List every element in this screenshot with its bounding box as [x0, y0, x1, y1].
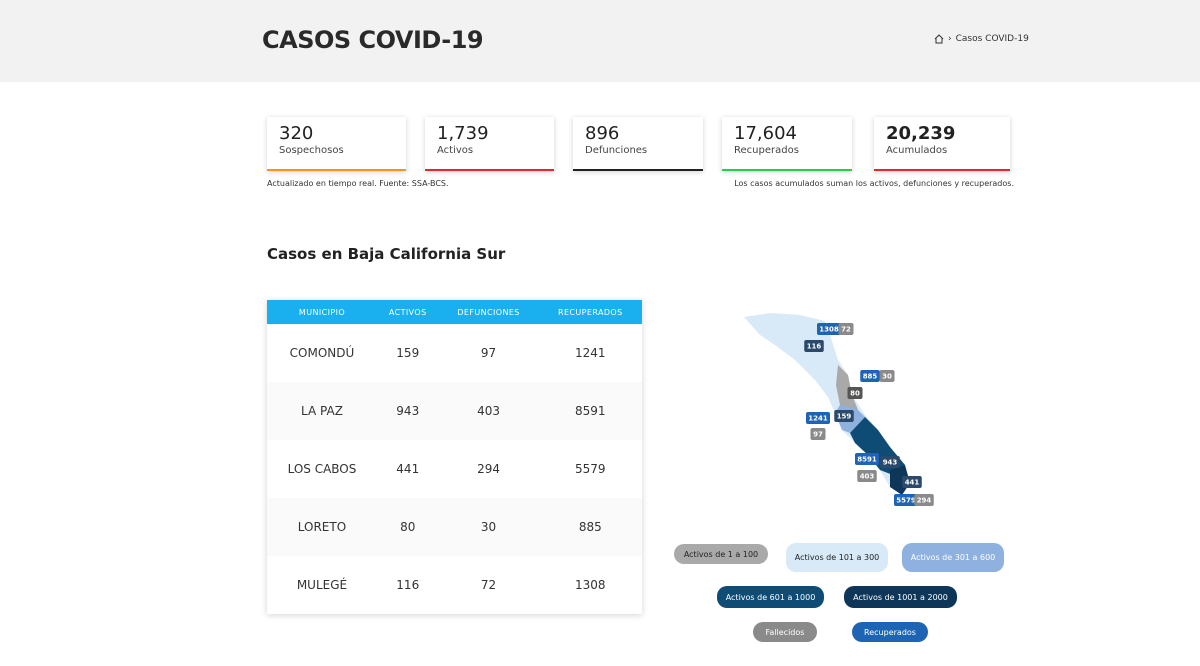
table-container: MUNICIPIO ACTIVOS DEFUNCIONES RECUPERADOS CO… — [267, 300, 642, 614]
stat-label: Defunciones — [585, 145, 648, 156]
map-badge — [834, 410, 854, 422]
stat-label: Recuperados — [734, 145, 799, 156]
table-row: COMONDÚ 159 97 1241 — [267, 324, 642, 382]
table-cell: 943 — [376, 382, 439, 440]
column-header: DEFUNCIONES — [438, 300, 539, 324]
table-cell: 885 — [538, 498, 642, 556]
source-note: Actualizado en tiempo real. Fuente: SSA-… — [267, 179, 449, 188]
legend-pill[interactable]: Activos de 1 a 100 — [674, 544, 768, 564]
map-badge — [902, 476, 922, 488]
table-cell: 1308 — [575, 578, 606, 592]
stat-card: 17,604 Recuperados — [722, 117, 852, 171]
header-bar — [0, 0, 1200, 82]
stat-label: Acumulados — [886, 145, 948, 156]
stat-value: 1,739 — [437, 123, 489, 144]
legend-pill[interactable]: Activos de 301 a 600 — [902, 543, 1004, 572]
map-badge-label: 30 — [882, 373, 892, 381]
map-badge — [847, 387, 863, 399]
section-title: Casos en Baja California Sur — [267, 245, 506, 263]
stat-card: 1,739 Activos — [425, 117, 554, 171]
table-cell: MULEGÉ — [296, 578, 348, 592]
map-badge-label: 441 — [905, 479, 920, 487]
legend-pill[interactable]: Activos de 101 a 300 — [786, 543, 888, 572]
stat-value: 320 — [279, 123, 314, 144]
map-badge-label: 403 — [860, 473, 875, 481]
legend-pill[interactable]: Fallecidos — [753, 622, 817, 642]
map-badge — [860, 370, 880, 382]
map-badge — [804, 340, 824, 352]
table-cell: 97 — [480, 346, 497, 360]
home-icon[interactable] — [934, 34, 944, 44]
table-row: LORETO 80 30 885 — [267, 498, 642, 556]
map-badge-label: 5579 — [896, 497, 916, 505]
map: 1308 72 116 885 30 80 1241 159 97 8591 943 403 441 55… — [744, 313, 934, 506]
table-cell: 116 — [396, 578, 420, 592]
cases-table: MUNICIPIO ACTIVOS DEFUNCIONES RECUPERADOS CO… — [267, 300, 642, 614]
map-badge-label: 1241 — [808, 415, 828, 423]
legend-pill[interactable]: Activos de 601 a 1000 — [717, 586, 824, 608]
stat-value: 896 — [585, 123, 620, 144]
map-badge — [806, 412, 830, 424]
stat-card: 320 Sospechosos — [267, 117, 406, 171]
map-badge-label: 80 — [850, 390, 860, 398]
breadcrumb-sep: › — [948, 34, 952, 44]
table-cell: LORETO — [267, 498, 377, 556]
map-badge-label: 8591 — [857, 456, 877, 464]
map-badge-label: 1308 — [819, 326, 839, 334]
table-cell: 1241 — [575, 346, 606, 360]
map-badge — [857, 470, 877, 482]
map-badge — [914, 494, 934, 506]
breadcrumb-item[interactable]: Casos COVID-19 — [955, 34, 1029, 44]
table-cell: LOS CABOS — [287, 462, 357, 476]
table-header: MUNICIPIO ACTIVOS DEFUNCIONES RECUPERADOS — [267, 300, 642, 324]
stat-value: 17,604 — [734, 123, 797, 144]
accumulated-note: Los casos acumulados suman los activos, … — [734, 179, 1014, 188]
map-badge — [855, 453, 879, 465]
stat-card: 896 Defunciones — [573, 117, 703, 171]
table-row: LOS CABOS 441 294 5579 — [267, 440, 642, 498]
legend-pill[interactable]: Activos de 1001 a 2000 — [844, 586, 957, 608]
map-badge-label: 97 — [813, 431, 823, 439]
map-badge-label: 72 — [841, 326, 851, 334]
stat-label: Activos — [437, 145, 474, 156]
table-cell: COMONDÚ — [289, 346, 355, 360]
stat-label: Sospechosos — [279, 145, 344, 156]
table-cell: 8591 — [538, 382, 642, 440]
column-header: RECUPERADOS — [538, 300, 642, 324]
table-cell: 80 — [376, 498, 439, 556]
table-cell: 72 — [480, 578, 497, 592]
table-cell: 441 — [396, 462, 420, 476]
table-cell: 30 — [438, 498, 539, 556]
map-badge — [810, 428, 826, 440]
column-header: MUNICIPIO — [267, 300, 377, 324]
legend-pill[interactable]: Recuperados — [852, 622, 928, 642]
table-row: LA PAZ 943 403 8591 — [267, 382, 642, 440]
map-badge-label: 116 — [807, 343, 822, 351]
table-row: MULEGÉ 116 72 1308 — [267, 556, 642, 614]
table-cell: 5579 — [575, 462, 606, 476]
map-badge — [817, 323, 841, 335]
page-title: CASOS COVID-19 — [262, 26, 484, 54]
map-badge-label: 943 — [883, 459, 898, 467]
map-badge-label: 294 — [917, 497, 932, 505]
breadcrumb: › Casos COVID-19 — [934, 34, 1029, 44]
table-cell: LA PAZ — [267, 382, 377, 440]
region-loreto — [836, 365, 858, 417]
map-badge-label: 159 — [837, 413, 852, 421]
stat-value: 20,239 — [886, 123, 956, 144]
column-header: ACTIVOS — [376, 300, 439, 324]
map-badge — [894, 494, 918, 506]
stat-card: 20,239 Acumulados — [874, 117, 1010, 171]
table-cell: 403 — [438, 382, 539, 440]
table-cell: 159 — [396, 346, 420, 360]
map-badge — [880, 456, 900, 468]
map-badge — [879, 370, 895, 382]
table-cell: 294 — [477, 462, 501, 476]
map-badge-label: 885 — [863, 373, 878, 381]
map-badge — [838, 323, 854, 335]
